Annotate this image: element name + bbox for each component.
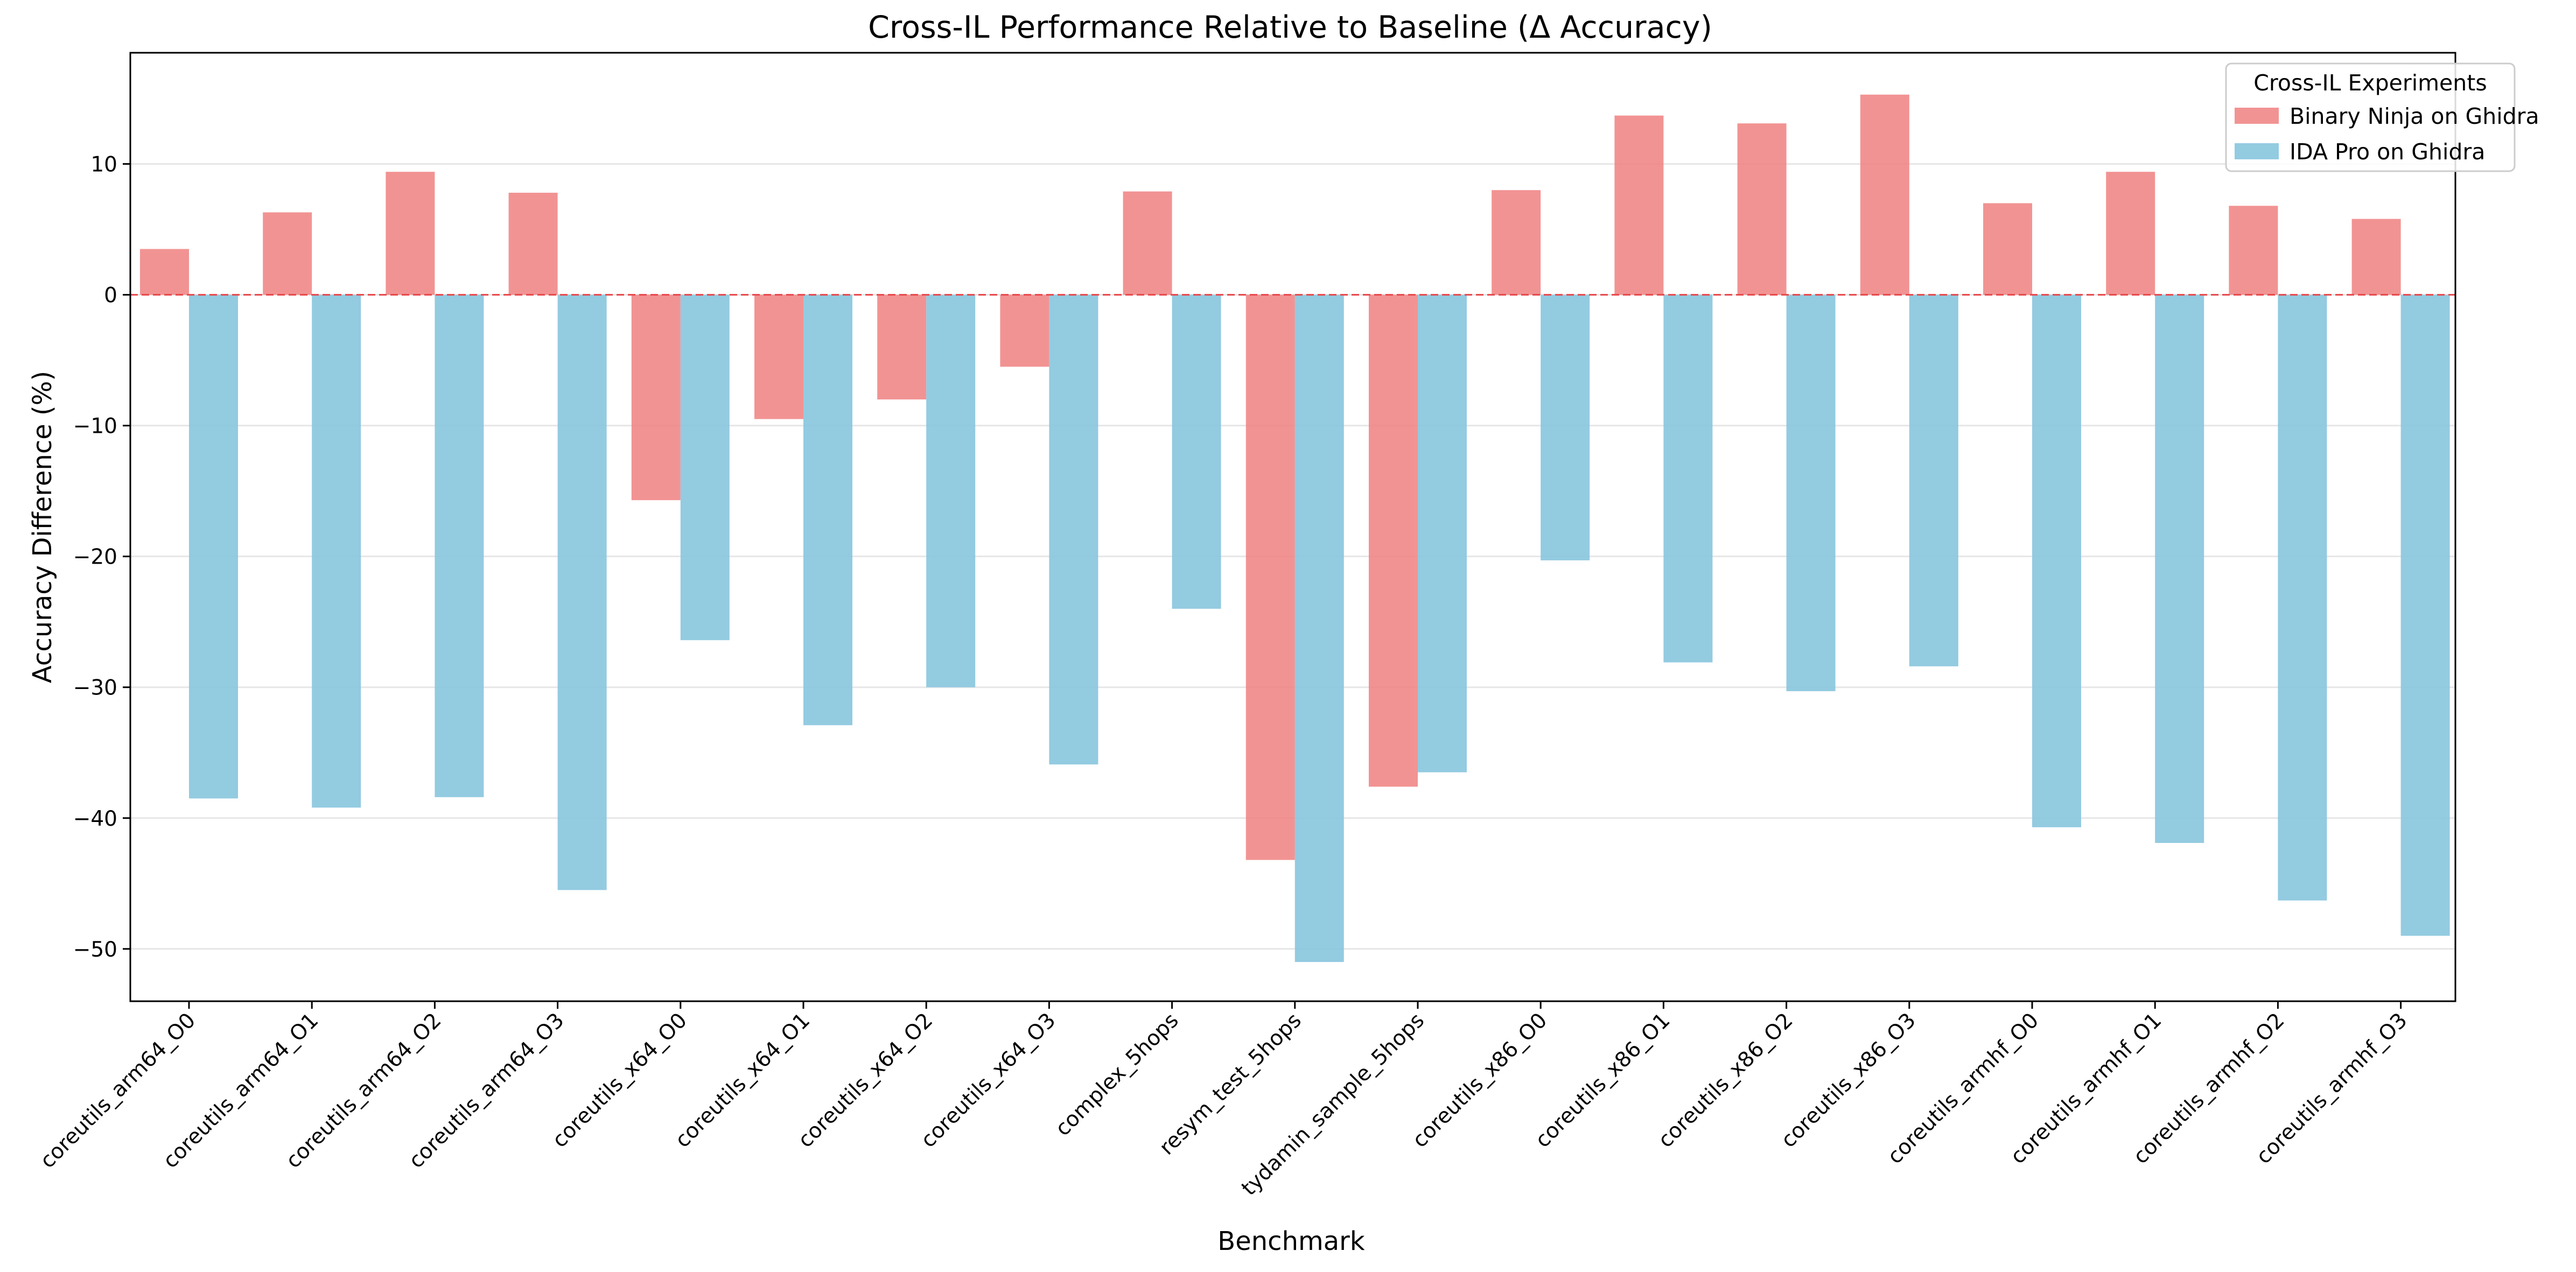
y-tick-label: 10 — [90, 153, 117, 177]
chart-title: Cross-IL Performance Relative to Baselin… — [868, 10, 1712, 45]
bar-binary-ninja-resym_test_5hops — [1245, 294, 1295, 860]
bar-binary-ninja-coreutils_arm64_O3 — [508, 193, 558, 295]
bar-binary-ninja-coreutils_armhf_O0 — [1983, 203, 2032, 295]
x-tick-label: coreutils_x86_O2 — [1654, 1008, 1798, 1152]
x-axis-label: Benchmark — [1217, 1226, 1365, 1256]
bar-ida-pro-resym_test_5hops — [1294, 294, 1344, 962]
bar-ida-pro-coreutils_arm64_O3 — [557, 294, 607, 890]
bar-ida-pro-coreutils_x64_O3 — [1049, 294, 1098, 765]
bar-binary-ninja-coreutils_x86_O2 — [1737, 123, 1787, 295]
x-tick-label: coreutils_x86_O3 — [1776, 1008, 1921, 1152]
bar-ida-pro-coreutils_x86_O1 — [1663, 294, 1713, 663]
x-tick-label: coreutils_x64_O2 — [793, 1008, 937, 1152]
bar-binary-ninja-coreutils_x64_O3 — [1000, 294, 1049, 367]
bar-ida-pro-coreutils_x86_O3 — [1909, 294, 1958, 666]
bar-binary-ninja-coreutils_x86_O0 — [1492, 190, 1541, 295]
x-tick-label: coreutils_x64_O0 — [548, 1008, 692, 1152]
x-axis: coreutils_arm64_O0coreutils_arm64_O1core… — [36, 1001, 2412, 1200]
bar-ida-pro-coreutils_arm64_O0 — [189, 294, 238, 799]
y-axis-label: Accuracy Difference (%) — [27, 371, 58, 683]
x-tick-label: coreutils_x86_O1 — [1531, 1008, 1675, 1152]
bar-ida-pro-coreutils_x64_O2 — [926, 294, 976, 687]
y-tick-label: −50 — [73, 938, 117, 962]
bar-ida-pro-coreutils_x86_O0 — [1541, 294, 1590, 560]
bar-ida-pro-coreutils_armhf_O1 — [2155, 294, 2204, 843]
y-axis: 10 0 −10 −20 −30 −40 −50 — [73, 153, 130, 962]
bar-binary-ninja-coreutils_arm64_O1 — [263, 212, 312, 295]
bar-binary-ninja-coreutils_x86_O1 — [1614, 115, 1664, 295]
bar-binary-ninja-tydamin_sample_5hops — [1369, 294, 1418, 787]
bar-binary-ninja-coreutils_arm64_O2 — [386, 172, 435, 295]
bar-binary-ninja-coreutils_x64_O0 — [631, 294, 681, 501]
legend-label-ida-pro: IDA Pro on Ghidra — [2290, 139, 2485, 165]
bar-binary-ninja-coreutils_x64_O2 — [877, 294, 927, 400]
y-tick-label: −20 — [73, 545, 117, 570]
bar-binary-ninja-coreutils_armhf_O2 — [2229, 206, 2278, 295]
legend-box — [2225, 62, 2516, 172]
bar-binary-ninja-coreutils_x86_O3 — [1860, 94, 1909, 295]
y-tick-label: 0 — [104, 284, 117, 308]
bar-binary-ninja-coreutils_arm64_O0 — [140, 249, 189, 295]
bar-ida-pro-coreutils_armhf_O0 — [2032, 294, 2081, 827]
bar-ida-pro-coreutils_arm64_O2 — [435, 294, 484, 797]
x-tick-label: coreutils_x86_O0 — [1408, 1008, 1552, 1152]
bar-ida-pro-coreutils_x64_O0 — [680, 294, 730, 641]
bars — [140, 94, 2450, 962]
bar-binary-ninja-coreutils_x64_O1 — [754, 294, 803, 419]
x-tick-label: coreutils_x64_O3 — [916, 1008, 1061, 1152]
y-tick-label: −10 — [73, 414, 117, 439]
x-tick-label: complex_5hops — [1051, 1008, 1183, 1141]
bar-ida-pro-complex_5hops — [1172, 294, 1221, 609]
plot-frame — [129, 52, 2456, 1002]
bar-binary-ninja-coreutils_armhf_O3 — [2351, 219, 2401, 295]
bar-ida-pro-coreutils_armhf_O2 — [2278, 294, 2327, 901]
legend-swatch-ida-pro — [2235, 143, 2279, 159]
legend: Cross-IL Experiments Binary Ninja on Ghi… — [2225, 62, 2539, 172]
bar-ida-pro-coreutils_x64_O1 — [803, 294, 852, 726]
bar-binary-ninja-complex_5hops — [1123, 191, 1172, 295]
legend-swatch-binary-ninja — [2235, 108, 2279, 124]
x-tick-label: coreutils_x64_O1 — [670, 1008, 815, 1152]
bar-ida-pro-coreutils_arm64_O1 — [312, 294, 361, 808]
legend-title: Cross-IL Experiments — [2253, 70, 2487, 96]
bar-binary-ninja-coreutils_armhf_O1 — [2106, 172, 2155, 295]
bar-ida-pro-coreutils_armhf_O3 — [2400, 294, 2450, 936]
legend-label-binary-ninja: Binary Ninja on Ghidra — [2290, 103, 2539, 129]
bar-ida-pro-coreutils_x86_O2 — [1786, 294, 1836, 692]
bar-ida-pro-tydamin_sample_5hops — [1418, 294, 1467, 772]
y-tick-label: −40 — [73, 807, 117, 831]
y-tick-label: −30 — [73, 676, 117, 700]
